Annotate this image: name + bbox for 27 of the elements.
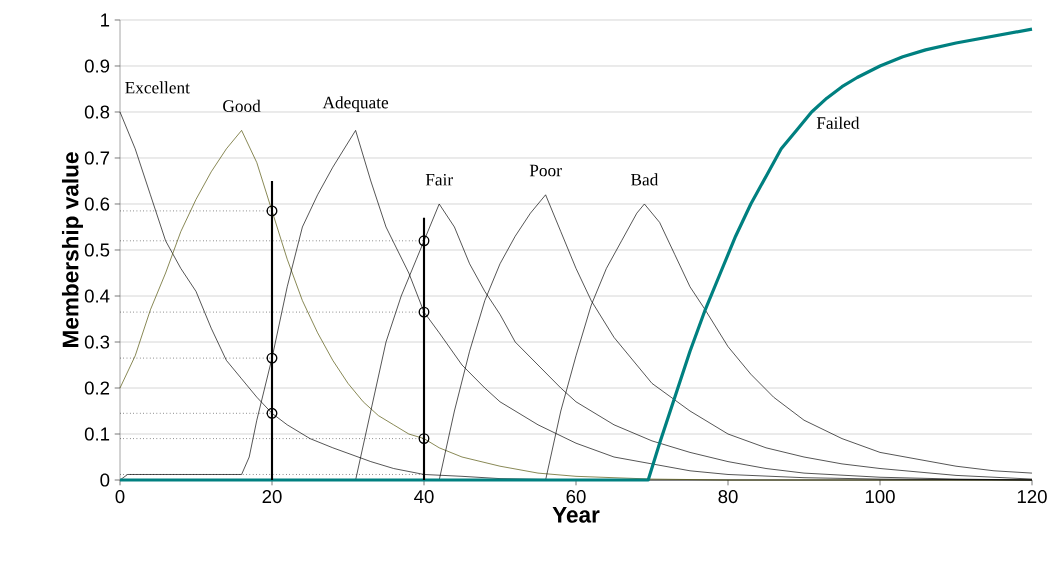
y-tick-label: 0.8 (84, 105, 110, 119)
y-tick-label: 0.1 (84, 427, 110, 441)
y-tick-label: 0.3 (84, 335, 110, 349)
y-tick-label: 0.5 (84, 243, 110, 257)
y-tick-label: 0.2 (84, 381, 110, 395)
x-tick-label: 40 (414, 489, 434, 504)
x-tick-label: 0 (115, 489, 125, 504)
legend-label: Excellent (125, 81, 190, 94)
x-tick-label: 120 (1017, 489, 1047, 504)
series-label: Adequate (322, 96, 389, 112)
y-tick-label: 1 (101, 13, 110, 27)
series-label: Good (223, 99, 261, 112)
y-tick-label: 0.6 (84, 197, 110, 211)
x-axis-title: Year (552, 506, 600, 523)
series-label: Poor (529, 164, 562, 177)
y-tick-label: 0.7 (84, 151, 110, 165)
y-tick-label: 0.4 (84, 289, 110, 303)
x-tick-label: 80 (718, 489, 738, 504)
y-axis-title: Membership value (61, 152, 83, 347)
y-tick-label: 0.9 (84, 59, 110, 73)
series-label: Failed (816, 116, 860, 129)
x-tick-label: 100 (865, 489, 895, 504)
x-tick-label: 60 (566, 489, 586, 504)
series-label: Fair (425, 173, 453, 186)
x-tick-label: 20 (262, 489, 282, 504)
y-tick-label: 0 (100, 473, 110, 487)
series-label: Bad (631, 173, 659, 186)
